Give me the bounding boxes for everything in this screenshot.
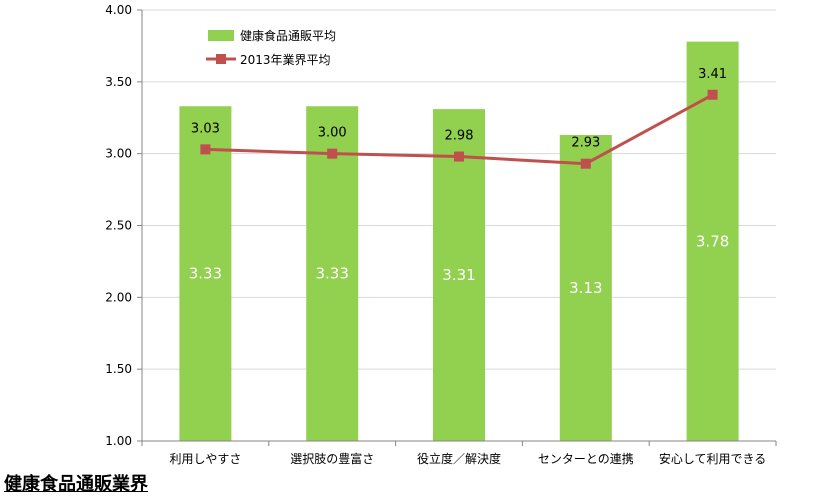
bar-data-label: 3.78 xyxy=(696,232,729,250)
line-data-labels: 3.03 3.00 2.98 2.93 3.41 xyxy=(191,67,727,151)
bar xyxy=(559,134,612,442)
line-data-label: 2.93 xyxy=(571,136,600,151)
legend: 健康食品通販平均 2013年業界平均 xyxy=(206,28,336,67)
line-point xyxy=(580,158,591,169)
line-data-label: 3.00 xyxy=(318,126,347,141)
y-axis: 1.00 1.50 2.00 2.50 3.00 3.50 4.00 xyxy=(105,3,143,448)
line-point xyxy=(707,89,718,100)
legend-swatch-marker xyxy=(216,54,226,64)
bar xyxy=(686,41,739,442)
legend-label: 健康食品通販平均 xyxy=(240,28,336,43)
line-data-label: 3.41 xyxy=(698,67,727,82)
bar-series xyxy=(179,41,739,442)
y-tick-label: 4.00 xyxy=(105,3,132,17)
y-tick-label: 3.00 xyxy=(105,147,132,161)
legend-label: 2013年業界平均 xyxy=(240,53,331,67)
line-series xyxy=(200,89,718,169)
bar xyxy=(179,106,232,442)
x-tick-label: センターとの連携 xyxy=(538,451,634,466)
y-tick-label: 1.00 xyxy=(105,434,132,448)
y-tick-label: 2.50 xyxy=(105,219,132,233)
x-axis: 利用しやすさ 選択肢の豊富さ 役立度／解決度 センターとの連携 安心して利用できる xyxy=(141,440,777,466)
line-point xyxy=(200,144,211,155)
footer-title: 健康食品通販業界 xyxy=(4,474,148,495)
line-point xyxy=(327,148,338,159)
x-tick-label: 安心して利用できる xyxy=(659,451,766,466)
bar-data-labels: 3.33 3.33 3.31 3.13 3.78 xyxy=(189,232,730,297)
x-tick-label: 選択肢の豊富さ xyxy=(290,451,374,466)
x-tick-label: 役立度／解決度 xyxy=(417,451,501,466)
chart: 1.001.502.002.503.003.504.00 3.33 3.33 3.3… xyxy=(105,3,777,466)
bar-data-label: 3.33 xyxy=(189,265,222,283)
bar xyxy=(433,109,485,441)
line-data-label: 3.03 xyxy=(191,121,220,136)
bar-data-label: 3.13 xyxy=(569,279,602,297)
bar-data-label: 3.33 xyxy=(315,265,348,283)
legend-swatch-bar xyxy=(208,30,234,41)
bar-data-label: 3.31 xyxy=(442,266,475,284)
y-tick-label: 2.00 xyxy=(105,290,132,304)
line-data-label: 2.98 xyxy=(445,129,474,144)
line-point xyxy=(454,151,464,162)
y-tick-label: 3.50 xyxy=(105,75,132,89)
y-tick-label: 1.50 xyxy=(105,362,132,376)
bar xyxy=(306,106,359,442)
x-tick-label: 利用しやすさ xyxy=(169,452,241,466)
